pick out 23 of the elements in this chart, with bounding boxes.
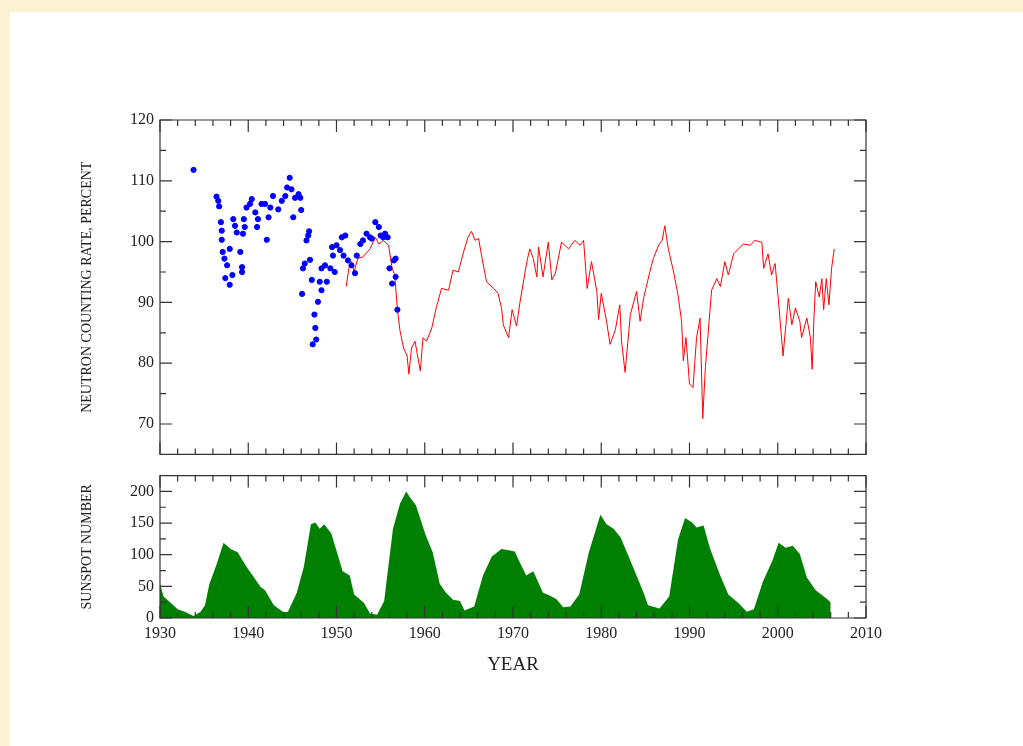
y-tick-label: 50 <box>138 576 154 594</box>
y-tick-label: 100 <box>130 544 154 562</box>
x-tick-label: 2000 <box>761 623 794 641</box>
x-tick-label: 1960 <box>408 623 441 641</box>
y-tick-label: 90 <box>138 292 154 310</box>
x-tick-label: 2010 <box>850 623 882 641</box>
y-axis-title: NEUTRON COUNTING RATE, PERCENT <box>79 161 95 413</box>
y-tick-label: 200 <box>130 481 154 499</box>
x-tick-label: 1980 <box>585 623 618 641</box>
x-axis-title: YEAR <box>487 652 540 674</box>
y-tick-label: 100 <box>130 231 154 249</box>
y-tick-label: 70 <box>138 414 154 432</box>
x-tick-label: 1970 <box>497 623 529 641</box>
y-tick-label: 0 <box>146 608 154 626</box>
x-tick-label: 1990 <box>673 623 706 641</box>
y-tick-label: 120 <box>130 110 154 128</box>
y-tick-label: 80 <box>138 353 154 371</box>
x-tick-label: 1940 <box>232 623 265 641</box>
x-tick-label: 1930 <box>144 623 176 641</box>
x-tick-label: 1950 <box>320 623 353 641</box>
y-tick-label: 150 <box>130 513 154 531</box>
y-axis-title: SUNSPOT NUMBER <box>79 483 95 610</box>
y-tick-label: 110 <box>130 171 154 188</box>
